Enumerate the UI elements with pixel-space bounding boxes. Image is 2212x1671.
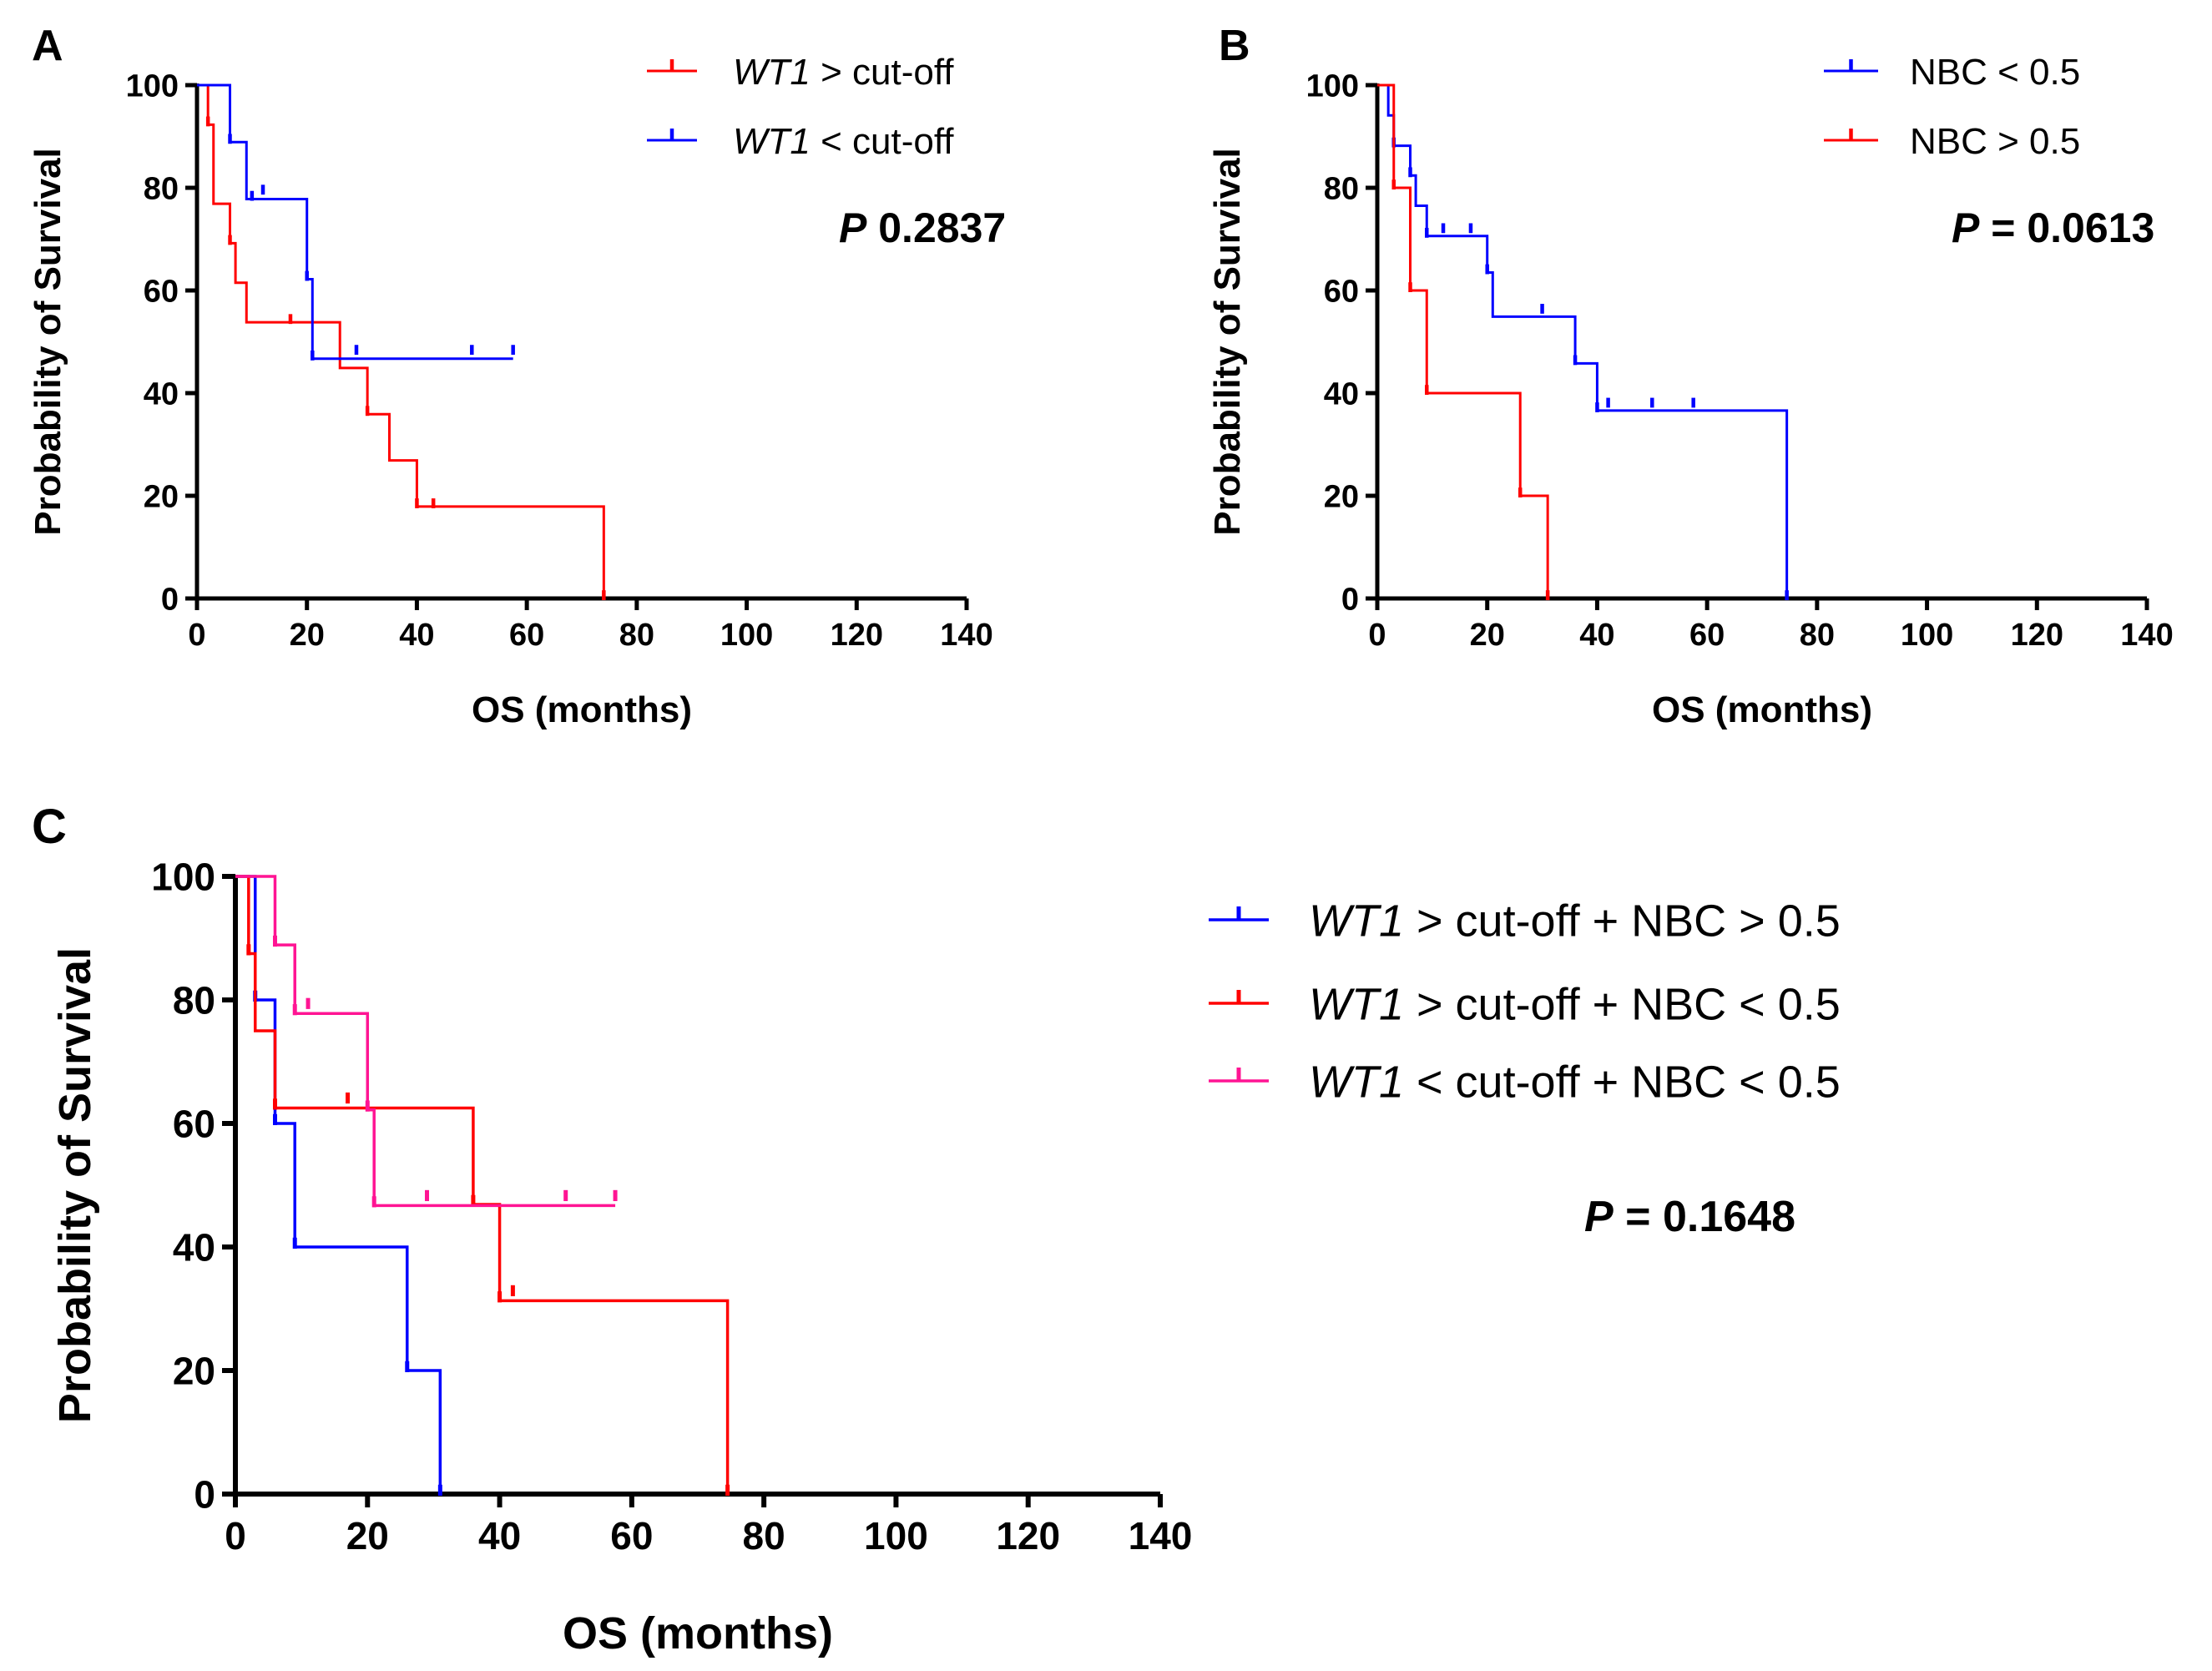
y-tick-label: 60 <box>173 1103 215 1146</box>
legend-label: WT1 > cut-off + NBC > 0.5 <box>1309 896 1841 946</box>
y-tick-label: 40 <box>144 377 179 412</box>
legend-label: NBC > 0.5 <box>1910 121 2080 162</box>
x-tick-label: 40 <box>399 618 434 653</box>
series-0: WT1 > cut-off <box>197 52 954 600</box>
y-tick-label: 40 <box>1324 377 1359 412</box>
survival-curve <box>1377 83 1789 598</box>
legend-label-italic: WT1 <box>1309 979 1404 1029</box>
x-tick-label: 100 <box>864 1514 928 1557</box>
y-tick-label: 60 <box>144 275 179 310</box>
series-0: WT1 > cut-off + NBC > 0.5 <box>235 875 1841 1496</box>
y-tick-label: 40 <box>173 1226 215 1270</box>
legend-label-text: < cut-off + NBC < 0.5 <box>1404 1057 1841 1107</box>
survival-curve <box>235 875 616 1208</box>
y-tick-label: 80 <box>144 172 179 207</box>
legend-label-italic: WT1 <box>733 121 811 162</box>
series-2: WT1 < cut-off + NBC < 0.5 <box>235 875 1841 1208</box>
y-tick-label: 0 <box>194 1473 215 1517</box>
legend-label-text: NBC < 0.5 <box>1910 52 2080 93</box>
panel-a: A 0 20 40 60 80 100 0 20 40 60 80 100 120 140 OS (month… <box>28 22 1006 730</box>
x-tick-label: 20 <box>290 618 325 653</box>
x-tick-label: 120 <box>996 1514 1060 1557</box>
legend-label-italic: WT1 <box>1309 896 1404 946</box>
panel-label: B <box>1219 22 1250 70</box>
p-value-text: = 0.0613 <box>1979 204 2154 251</box>
x-tick-label: 140 <box>2120 618 2173 653</box>
legend-label-text: > cut-off + NBC < 0.5 <box>1404 979 1841 1029</box>
p-value-symbol: P <box>839 204 867 251</box>
legend-label: WT1 > cut-off <box>733 52 954 93</box>
x-tick-label: 80 <box>743 1514 785 1557</box>
legend-label-text: NBC > 0.5 <box>1910 121 2080 162</box>
x-tick-label: 60 <box>509 618 544 653</box>
y-tick-label: 0 <box>1341 583 1359 618</box>
x-tick-label: 100 <box>1901 618 1953 653</box>
x-tick-label: 60 <box>610 1514 653 1557</box>
x-axis-title: OS (months) <box>1652 689 1872 730</box>
y-tick-label: 20 <box>1324 480 1359 515</box>
legend-label-text: > cut-off <box>811 52 954 93</box>
legend-label: WT1 > cut-off + NBC < 0.5 <box>1309 979 1841 1029</box>
x-tick-label: 0 <box>188 618 205 653</box>
x-tick-label: 80 <box>619 618 654 653</box>
x-axis-title: OS (months) <box>472 689 692 730</box>
x-tick-label: 0 <box>225 1514 246 1557</box>
p-value-text: = 0.1648 <box>1614 1193 1795 1241</box>
panel-label: C <box>32 800 67 854</box>
p-value-annotation: P = 0.1648 <box>1584 1193 1795 1241</box>
x-tick-label: 40 <box>1579 618 1614 653</box>
legend-label-text: < cut-off <box>811 121 954 162</box>
y-tick-label: 100 <box>151 856 215 899</box>
series-1: WT1 < cut-off <box>197 83 954 361</box>
y-tick-label: 20 <box>173 1350 215 1393</box>
legend-label: NBC < 0.5 <box>1910 52 2080 93</box>
x-tick-label: 20 <box>1470 618 1505 653</box>
panel-label: A <box>32 22 63 70</box>
x-tick-label: 140 <box>940 618 992 653</box>
series-0: NBC < 0.5 <box>1377 52 2080 600</box>
p-value-annotation: P 0.2837 <box>839 204 1006 251</box>
legend-label: WT1 < cut-off <box>733 121 954 162</box>
x-tick-label: 60 <box>1689 618 1725 653</box>
legend-label-italic: WT1 <box>733 52 811 93</box>
x-tick-label: 120 <box>831 618 883 653</box>
y-tick-label: 100 <box>126 69 179 104</box>
x-tick-label: 80 <box>1800 618 1835 653</box>
p-value-symbol: P <box>1952 204 1980 251</box>
legend-label-italic: WT1 <box>1309 1057 1404 1107</box>
y-axis-title: Probability of Survival <box>1207 148 1248 536</box>
y-tick-label: 60 <box>1324 275 1359 310</box>
x-tick-label: 20 <box>346 1514 389 1557</box>
legend-label-text: > cut-off + NBC > 0.5 <box>1404 896 1841 946</box>
y-tick-label: 80 <box>173 979 215 1022</box>
y-tick-label: 20 <box>144 480 179 515</box>
y-tick-label: 100 <box>1306 69 1359 104</box>
survival-curve <box>235 875 442 1494</box>
y-axis-title: Probability of Survival <box>28 148 68 536</box>
survival-curve <box>235 875 730 1494</box>
x-tick-label: 100 <box>720 618 773 653</box>
series-1: WT1 > cut-off + NBC < 0.5 <box>235 875 1841 1496</box>
x-tick-label: 120 <box>2011 618 2063 653</box>
panel-c: C 0 20 40 60 80 100 0 20 40 60 80 100 120 140 OS (month… <box>32 800 1841 1658</box>
legend-label: WT1 < cut-off + NBC < 0.5 <box>1309 1057 1841 1107</box>
p-value-symbol: P <box>1584 1193 1614 1241</box>
survival-curve <box>197 83 605 598</box>
y-tick-label: 0 <box>161 583 179 618</box>
y-tick-label: 80 <box>1324 172 1359 207</box>
survival-curve <box>1377 83 1549 598</box>
x-tick-label: 40 <box>478 1514 521 1557</box>
x-tick-label: 0 <box>1368 618 1386 653</box>
panel-b: B 0 20 40 60 80 100 0 20 40 60 80 100 120 140 OS (month… <box>1207 22 2174 730</box>
x-axis-title: OS (months) <box>563 1608 833 1658</box>
p-value-annotation: P = 0.0613 <box>1952 204 2154 251</box>
x-tick-label: 140 <box>1129 1514 1193 1557</box>
survival-curve <box>197 83 513 361</box>
p-value-text: 0.2837 <box>866 204 1006 251</box>
series-1: NBC > 0.5 <box>1377 83 2080 600</box>
y-axis-title: Probability of Survival <box>50 947 100 1423</box>
